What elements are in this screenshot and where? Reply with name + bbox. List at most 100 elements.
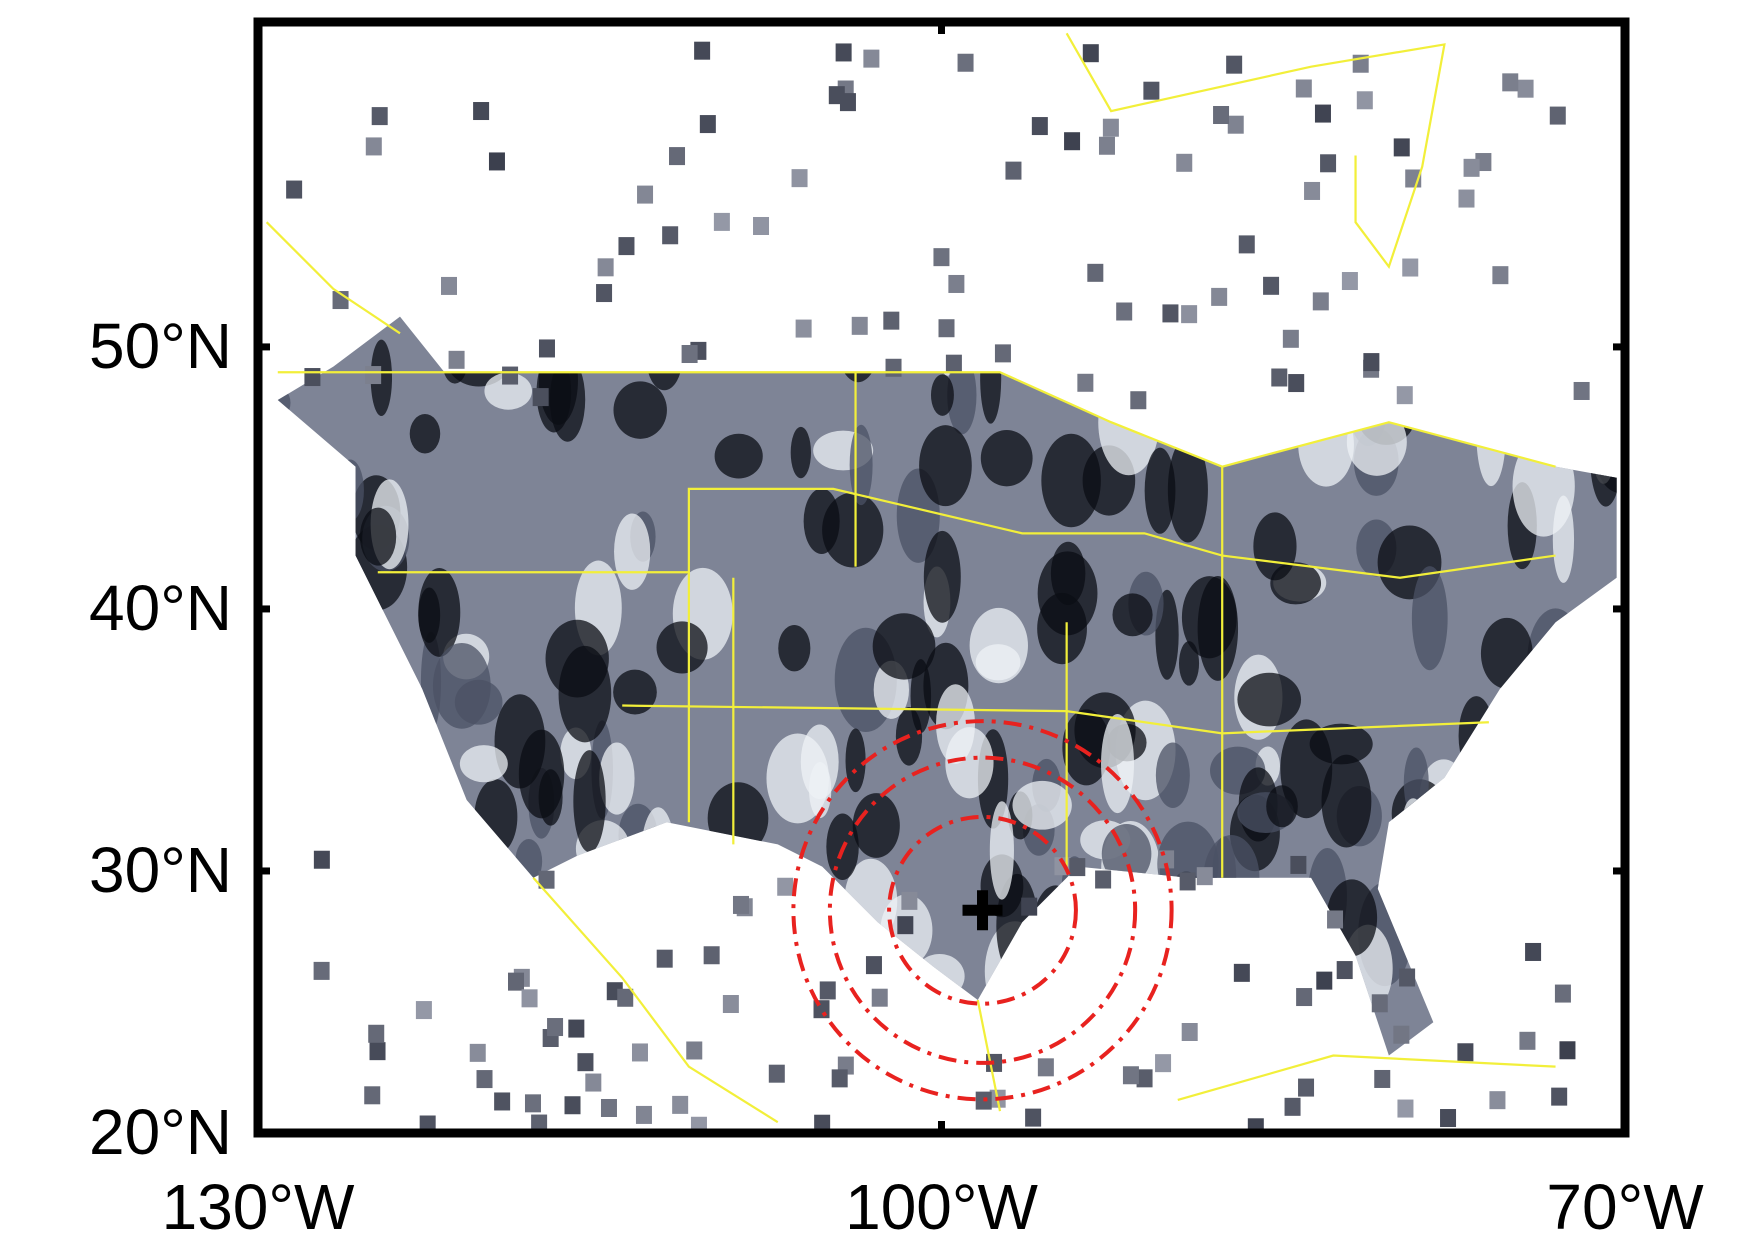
station-square xyxy=(1295,79,1312,98)
station-square xyxy=(1196,867,1213,886)
station-square xyxy=(901,891,918,910)
station-square xyxy=(938,319,955,338)
texture-blob xyxy=(1494,316,1554,341)
station-square xyxy=(1143,81,1160,100)
station-square xyxy=(564,1096,581,1115)
station-square xyxy=(1312,292,1329,311)
station-square xyxy=(662,226,679,245)
station-square xyxy=(795,319,812,338)
texture-blob xyxy=(1012,780,1072,830)
station-square xyxy=(494,1092,511,1111)
texture-blob xyxy=(1237,672,1302,727)
station-square xyxy=(694,41,711,60)
station-square xyxy=(828,86,845,105)
station-square xyxy=(686,1041,703,1060)
texture-blob xyxy=(778,625,811,672)
y-tick-label: 50°N xyxy=(89,310,232,382)
texture-blob xyxy=(370,339,393,416)
station-square xyxy=(1226,55,1243,74)
station-square xyxy=(1211,287,1228,306)
texture-blob xyxy=(1556,316,1581,372)
texture-blob xyxy=(384,667,423,770)
texture-blob xyxy=(307,908,346,971)
station-square xyxy=(635,1105,652,1124)
station-square xyxy=(1304,181,1321,200)
texture-blob xyxy=(1078,1015,1108,1056)
texture-blob xyxy=(1184,904,1219,989)
station-square xyxy=(304,368,321,387)
station-square xyxy=(897,916,914,935)
texture-blob xyxy=(478,862,532,916)
station-square xyxy=(508,972,525,991)
station-square xyxy=(1393,138,1410,157)
texture-blob xyxy=(523,894,586,991)
station-square xyxy=(1087,263,1104,282)
texture-blob xyxy=(565,899,604,1005)
texture-blob xyxy=(1144,447,1176,534)
station-square xyxy=(368,1024,385,1043)
station-square xyxy=(699,115,716,134)
texture-blob xyxy=(1415,833,1450,918)
texture-blob xyxy=(1443,943,1494,1015)
texture-blob xyxy=(277,563,306,656)
border-line xyxy=(622,704,1489,735)
texture-blob xyxy=(1253,512,1297,581)
texture-blob xyxy=(1403,747,1429,819)
texture-blob xyxy=(923,530,961,623)
y-tick-label: 30°N xyxy=(89,834,232,906)
texture-blob xyxy=(722,947,743,987)
texture-blob xyxy=(1266,785,1298,828)
texture-blob xyxy=(418,568,461,657)
texture-blob xyxy=(1402,798,1424,844)
texture-blob xyxy=(1590,408,1617,507)
station-square xyxy=(1559,1041,1576,1060)
station-square xyxy=(851,316,868,335)
texture-blob xyxy=(1476,383,1506,487)
map-background xyxy=(265,32,1617,1133)
texture-blob xyxy=(1461,353,1492,446)
texture-blob xyxy=(1346,408,1407,476)
station-square xyxy=(1327,910,1344,929)
station-square xyxy=(1502,73,1519,92)
station-square xyxy=(1136,1069,1153,1088)
texture-blob xyxy=(1469,837,1515,891)
station-square xyxy=(1069,858,1086,877)
texture-blob xyxy=(1554,887,1584,941)
texture-blob xyxy=(460,316,502,373)
texture-blob xyxy=(646,323,683,391)
station-square xyxy=(1238,235,1255,254)
distance-ring xyxy=(887,814,1078,1006)
station-square xyxy=(473,102,490,121)
texture-blob xyxy=(1435,365,1492,408)
station-square xyxy=(369,1042,386,1061)
texture-blob xyxy=(318,605,364,686)
station-square xyxy=(814,1114,831,1133)
texture-blob xyxy=(409,414,441,454)
texture-blob xyxy=(359,507,397,566)
station-square xyxy=(1554,984,1571,1003)
texture-blob xyxy=(613,669,657,715)
station-square xyxy=(538,339,555,358)
station-square xyxy=(1064,132,1081,151)
station-square xyxy=(1122,1066,1139,1085)
station-square xyxy=(524,1094,541,1113)
texture-blob xyxy=(388,897,426,948)
station-square xyxy=(1320,154,1337,173)
texture-blob xyxy=(1458,696,1495,776)
texture-blob xyxy=(800,724,839,800)
station-square xyxy=(1181,1022,1198,1041)
station-square xyxy=(1519,1031,1536,1050)
station-square xyxy=(1179,872,1196,891)
station-square xyxy=(531,1114,548,1133)
station-square xyxy=(415,1001,432,1020)
texture-blob xyxy=(573,750,606,853)
texture-blob xyxy=(629,316,661,329)
station-square xyxy=(532,388,549,407)
station-square xyxy=(1213,106,1230,125)
station-square xyxy=(1396,386,1413,405)
station-square xyxy=(883,311,900,330)
station-square xyxy=(1233,963,1250,982)
texture-blob xyxy=(984,921,1046,1022)
station-square xyxy=(568,1019,585,1038)
station-square xyxy=(1463,158,1480,177)
